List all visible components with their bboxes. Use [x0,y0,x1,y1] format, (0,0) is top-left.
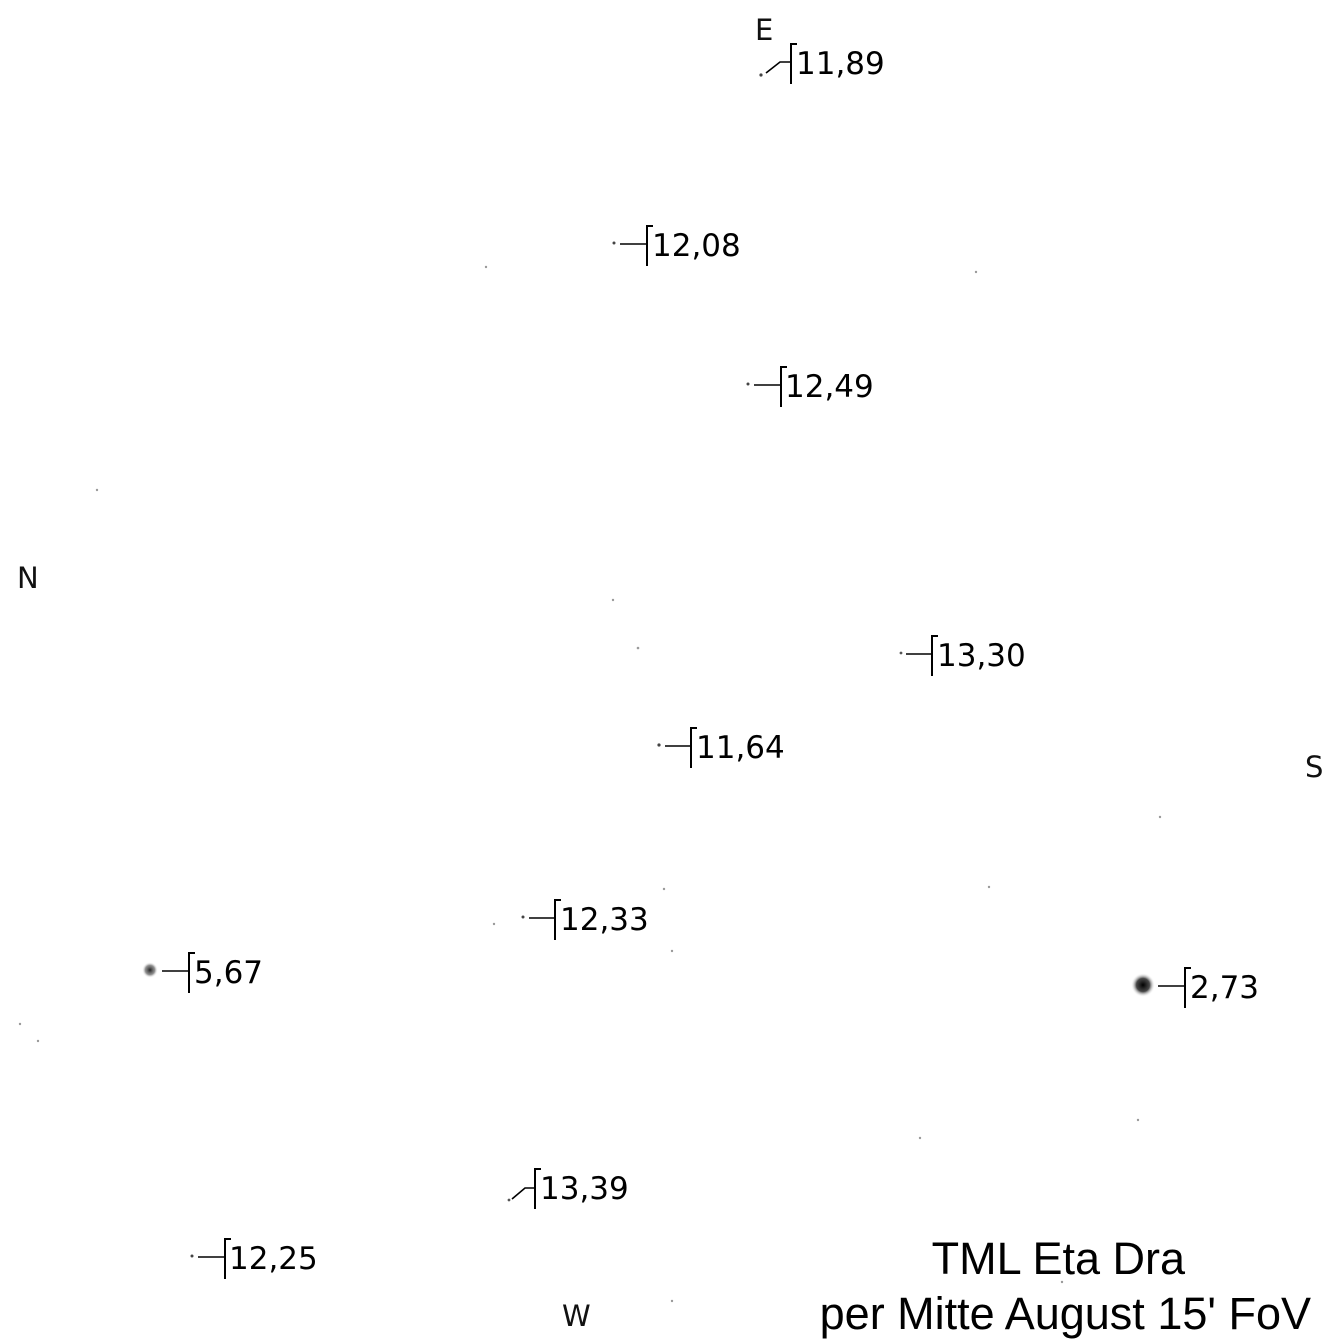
star-dot [746,382,750,386]
star-bracket [188,952,195,993]
compass-west-label: W [562,1299,591,1333]
star-magnitude-label: 13,30 [937,638,1026,674]
star-bracket [780,366,787,407]
field-star [1060,1280,1064,1284]
field-star [492,922,496,926]
star-magnitude-label: 13,39 [540,1171,629,1207]
field-star [95,488,99,492]
star-bracket [534,1168,541,1209]
star-marker-1249: 12,49 [746,366,874,407]
star-marker-1208: 12,08 [612,225,741,266]
star-marker-1164: 11,64 [657,727,785,768]
field-star [974,270,978,274]
field-star [670,949,674,953]
star-magnitude-label: 5,67 [194,955,263,991]
star-magnitude-label: 12,25 [229,1241,318,1277]
compass-north-label: N [17,561,39,595]
star-leader [765,61,791,74]
field-stars [18,265,1162,1303]
star-dot [657,743,661,747]
star-bracket [790,43,797,84]
field-star [1158,815,1162,819]
star-bracket [224,1238,231,1279]
field-star [987,885,991,889]
star-marker-1330: 13,30 [899,635,1026,676]
star-magnitude-label: 12,33 [560,902,649,938]
field-star [662,887,666,891]
star-magnitude-label: 12,08 [652,228,741,264]
field-star [636,646,640,650]
star-magnitude-label: 12,49 [785,369,874,405]
star-magnitude-label: 2,73 [1190,970,1259,1006]
chart-caption-title: TML Eta Dra [931,1233,1185,1284]
star-magnitude-label: 11,64 [696,730,785,766]
star-dot [142,962,158,978]
star-marker-1233: 12,33 [521,899,649,940]
star-marker-1189: 11,89 [759,43,885,84]
field-star [918,1136,922,1140]
star-dot [899,651,903,655]
star-marker-567: 5,67 [142,952,263,993]
field-star [670,1299,674,1303]
star-dot [521,915,525,919]
star-dot [507,1198,511,1202]
field-star [611,598,615,602]
compass-east-label: E [755,13,773,47]
star-marker-1339: 13,39 [507,1168,629,1209]
star-bracket [554,899,561,940]
star-dot [759,73,763,77]
star-dot [1131,973,1155,997]
star-marker-273: 2,73 [1131,967,1259,1008]
star-bracket [646,225,653,266]
star-bracket [1184,967,1191,1008]
star-marker-1225: 12,25 [190,1238,318,1279]
field-star [484,265,488,269]
star-bracket [690,727,697,768]
chart-caption-subtitle: per Mitte August 15' FoV [819,1288,1311,1339]
star-dot [612,241,616,245]
star-magnitude-label: 11,89 [796,46,885,82]
star-dot [190,1254,194,1258]
star-bracket [931,635,938,676]
field-star [18,1022,22,1026]
field-star [36,1039,40,1043]
field-star [1136,1118,1140,1122]
star-leader [511,1187,535,1200]
compass-south-label: S [1305,750,1323,784]
